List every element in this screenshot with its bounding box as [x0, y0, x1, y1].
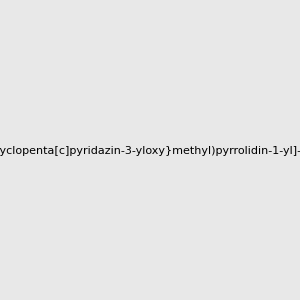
- Text: 4-[3-({5H,6H,7H-cyclopenta[c]pyridazin-3-yloxy}methyl)pyrrolidin-1-yl]-6-fluoroq: 4-[3-({5H,6H,7H-cyclopenta[c]pyridazin-3…: [0, 146, 300, 157]
